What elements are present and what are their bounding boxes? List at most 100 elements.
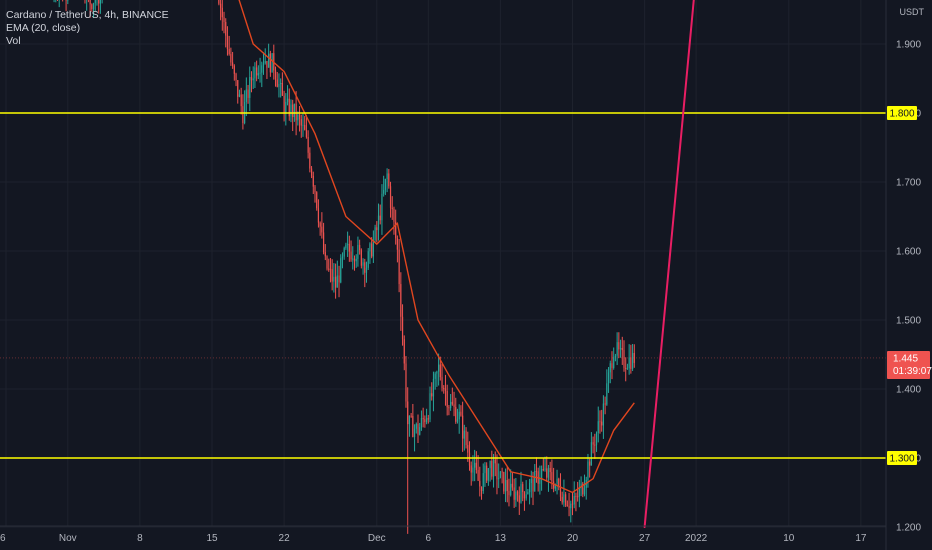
candle-body [623,350,625,368]
candle-body [542,469,544,471]
projection-arrow-line[interactable] [643,0,727,528]
candle-body [321,226,323,233]
candle-body [556,478,558,484]
candle-body [333,276,335,282]
candle-body [280,83,282,85]
candle-body [233,65,235,74]
projection-arrow[interactable] [643,0,732,528]
candle-body [625,367,627,369]
candle-body [470,465,472,473]
candle-body [566,505,568,507]
candle-body [486,465,488,481]
candle-body [355,258,357,262]
candle-body [460,411,462,416]
candle-body [252,78,254,81]
candle-body [450,401,452,408]
candle-body [226,35,229,50]
candle-body [532,479,534,492]
candle-body [403,339,405,364]
candle-body [467,445,469,453]
time-axis[interactable]: 6 Nov 8 15 22 Dec 6 13 20 27 2022 10 17 [0,533,867,544]
candle-body [607,372,610,384]
candle-body [298,114,301,120]
candle-body [371,243,373,257]
candle-body [415,423,417,429]
candle-body [561,496,563,503]
candle-body [614,355,617,358]
candle-body [558,478,560,487]
candle-body [570,503,572,509]
candle-body [527,492,529,495]
candle-body [592,442,594,445]
candle-body [425,418,428,423]
candle-body [352,258,354,260]
candle-body [247,89,249,98]
candle-body [455,407,457,422]
candle-body [341,256,344,259]
candle-body [633,352,635,363]
candle-body [245,89,247,102]
candle-body [388,173,390,187]
candle-body [401,316,404,340]
candle-body [631,352,634,369]
candle-body [587,461,589,480]
candle-body [232,62,234,66]
candle-body [419,427,421,435]
candle-body [359,244,361,251]
candle-body [377,215,380,231]
candle-body [293,103,295,118]
candle-body [424,419,426,423]
candle-body [530,479,532,484]
candle-body [362,262,364,266]
horizontal-levels[interactable] [0,0,886,459]
candle-body [535,471,538,473]
candle-body [444,388,447,392]
candle-body [92,3,95,9]
candle-body [518,495,520,503]
candle-body [484,465,486,474]
candle-body [431,393,433,397]
volume-indicator-label[interactable]: Vol [6,35,21,47]
candle-body [616,342,618,356]
candle-body [391,207,393,209]
candle-body [468,452,471,466]
ema-indicator-label[interactable]: EMA (20, close) [6,22,81,34]
candle-body [238,94,241,97]
candle-body [345,244,347,249]
time-tick-label: 27 [639,533,651,544]
candle-body [223,17,225,23]
candle-body [515,491,517,500]
time-tick-label: 13 [495,533,507,544]
candle-body [544,468,546,470]
candle-body [506,480,508,492]
candle-body [262,63,265,66]
symbol-title[interactable]: Cardano / TetherUS, 4h, BINANCE [6,9,169,21]
candle-body [463,430,465,439]
candle-body [451,401,453,405]
candle-body [314,186,316,193]
candle-body [420,417,423,428]
candle-body [225,22,227,36]
candle-body [405,363,407,402]
candle-body [475,462,477,471]
candle-body [269,53,271,73]
candle-body [365,267,368,273]
candle-body [436,371,438,374]
candle-body [492,459,495,477]
price-tick-label: 1.500 [896,316,921,327]
candle-body [338,275,340,283]
ema-line [238,0,635,494]
candle-body [422,417,424,420]
candle-body [432,378,435,397]
candle-body [389,186,392,208]
candle-body [65,0,67,1]
candle-body [276,79,278,87]
time-tick-label: Dec [368,533,386,544]
candle-body [482,473,484,491]
candle-body [99,0,102,4]
candle-body [305,129,308,137]
candle-body [235,73,237,81]
candle-body [91,4,93,9]
candle-body [381,193,383,221]
